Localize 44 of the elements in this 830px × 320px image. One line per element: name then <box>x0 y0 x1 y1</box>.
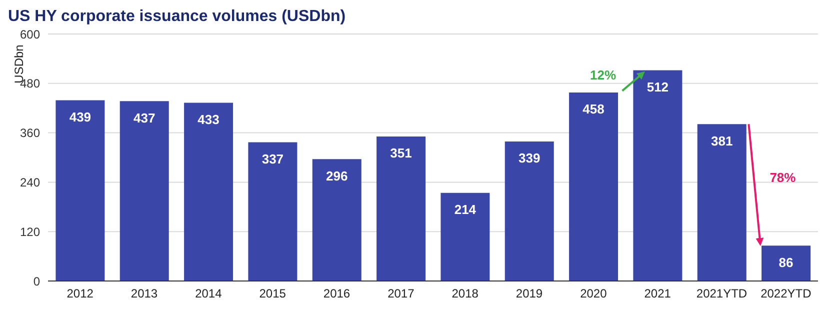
y-tick-label: 240 <box>20 175 40 190</box>
x-tick-label: 2019 <box>516 286 543 301</box>
y-tick-label: 360 <box>20 126 40 140</box>
data-label: 439 <box>69 110 92 125</box>
x-tick-label: 2020 <box>580 286 608 301</box>
data-label: 351 <box>390 146 412 161</box>
bar <box>184 102 234 281</box>
x-tick-label: 2012 <box>66 286 94 301</box>
annotation: 12% <box>590 67 616 82</box>
data-label: 339 <box>518 150 540 166</box>
x-tick-label: 2021 <box>644 286 672 301</box>
bar <box>312 159 362 281</box>
chart-title: US HY corporate issuance volumes (USDbn) <box>8 8 347 27</box>
bar <box>56 100 105 281</box>
data-label: 437 <box>134 110 156 126</box>
y-tick-label: 0 <box>33 274 40 288</box>
data-label: 512 <box>646 79 669 94</box>
x-tick-label: 2013 <box>130 286 158 301</box>
x-tick-label: 2016 <box>323 286 350 301</box>
bar <box>376 136 426 281</box>
bar <box>697 124 746 281</box>
x-tick-label: 2015 <box>259 286 286 301</box>
bar <box>569 92 618 281</box>
bar <box>440 192 490 281</box>
data-label: 458 <box>582 102 604 117</box>
bar <box>504 141 554 281</box>
bar <box>762 246 811 281</box>
y-tick-label: 120 <box>20 224 40 239</box>
data-label: 381 <box>711 133 733 148</box>
data-label: 296 <box>326 168 348 184</box>
data-label: 337 <box>262 152 284 166</box>
x-tick-label: 2014 <box>195 286 222 301</box>
data-label: 86 <box>778 254 794 270</box>
x-tick-label: 2017 <box>388 286 415 301</box>
bar <box>248 142 298 281</box>
x-tick-label: 2021YTD <box>696 286 748 301</box>
annotation: 78% <box>770 170 796 186</box>
bar <box>633 70 682 281</box>
y-tick-label: 600 <box>20 27 40 42</box>
x-tick-label: 2022YTD <box>760 286 812 301</box>
x-tick-label: 2018 <box>452 286 479 301</box>
data-label: 214 <box>454 202 477 218</box>
data-label: 433 <box>198 112 220 127</box>
bar <box>120 101 169 281</box>
